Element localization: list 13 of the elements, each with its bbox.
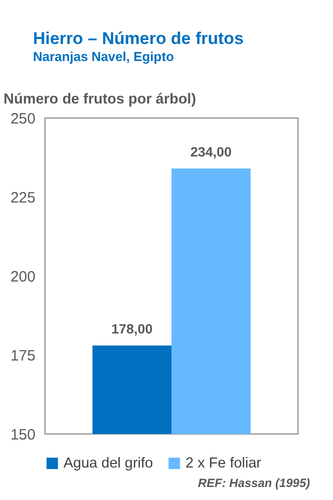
y-tick-label: 225	[10, 190, 36, 206]
data-label: 178,00	[111, 322, 153, 337]
y-axis-title: Número de frutos por árbol)	[4, 92, 196, 108]
y-tick-label: 175	[10, 348, 36, 364]
text: REF: Hassan (1995)	[198, 476, 310, 490]
y-tick-label: 200	[10, 268, 36, 286]
y-tick-label: 250	[10, 110, 36, 128]
data-label: 234,00	[190, 144, 232, 160]
legend-label: 2 x Fe foliar	[186, 455, 262, 472]
legend-label: Agua del grifo	[64, 455, 153, 472]
chart-title: Hierro – Número de frutos	[33, 29, 244, 48]
chart-subtitle: Naranjas Navel, Egipto	[33, 49, 174, 64]
y-tick-label: 150	[10, 426, 36, 444]
